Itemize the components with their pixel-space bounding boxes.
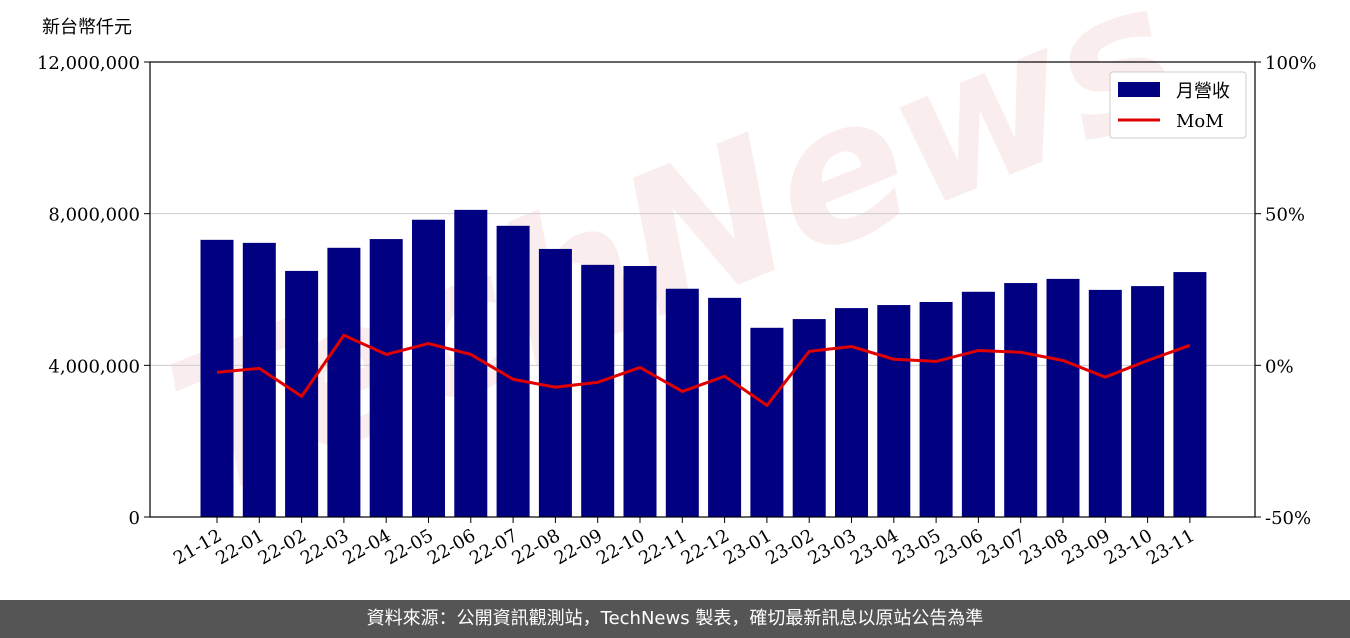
bar bbox=[369, 239, 403, 517]
footer: 資料來源：公開資訊觀測站，TechNews 製表，確切最新訊息以原站公告為準 bbox=[0, 600, 1350, 638]
bar bbox=[623, 265, 657, 517]
bar bbox=[242, 242, 276, 518]
y-tick-label: 0 bbox=[129, 508, 140, 529]
y-tick-label: 8,000,000 bbox=[48, 205, 140, 226]
y2-tick-label: -50% bbox=[1265, 508, 1311, 529]
plot-frame bbox=[149, 61, 1256, 518]
bar bbox=[1004, 283, 1038, 517]
bar bbox=[835, 308, 868, 517]
chart: 新台幣仟元 TechNews04,000,0008,000,00012,000,… bbox=[37, 0, 1317, 569]
bar bbox=[750, 327, 784, 517]
bar bbox=[327, 247, 361, 517]
bar bbox=[1173, 272, 1207, 517]
y-tick-label: 4,000,000 bbox=[48, 356, 140, 377]
bar bbox=[581, 264, 615, 517]
y2-tick-label: 50% bbox=[1265, 205, 1305, 226]
legend-label: 月營收 bbox=[1176, 81, 1230, 102]
bar bbox=[538, 248, 572, 517]
legend-label: MoM bbox=[1176, 111, 1224, 132]
y2-tick-label: 100% bbox=[1265, 53, 1316, 74]
x-tick-label: 23-11 bbox=[1143, 525, 1198, 569]
bar bbox=[877, 305, 911, 517]
y-axis-label: 新台幣仟元 bbox=[42, 17, 132, 38]
bar bbox=[200, 239, 234, 517]
bar bbox=[1131, 286, 1165, 517]
bar bbox=[1088, 289, 1122, 517]
y2-tick-label: 0% bbox=[1265, 356, 1294, 377]
bar bbox=[412, 219, 445, 517]
line bbox=[216, 333, 1191, 408]
legend-swatch bbox=[1118, 82, 1160, 97]
bar bbox=[454, 209, 488, 517]
y-tick-label: 12,000,000 bbox=[37, 53, 140, 74]
bar bbox=[961, 291, 995, 517]
bar bbox=[919, 302, 953, 517]
bar bbox=[665, 288, 699, 517]
bar bbox=[1046, 278, 1080, 517]
bar bbox=[708, 297, 742, 517]
